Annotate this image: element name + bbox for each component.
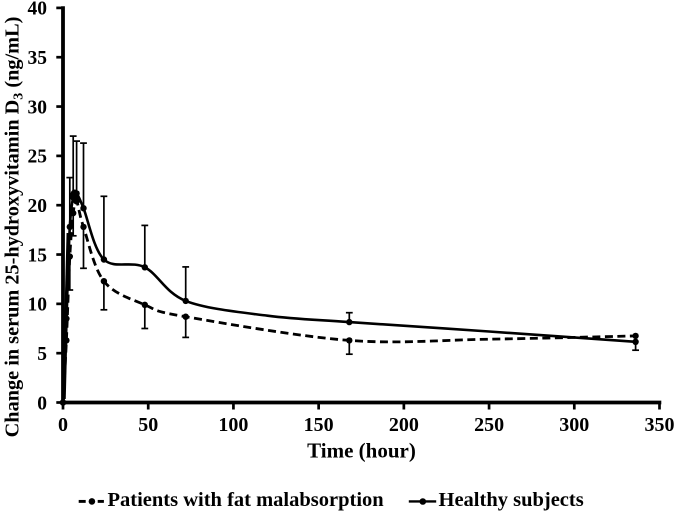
svg-text:100: 100 — [218, 414, 248, 436]
svg-text:Time (hour): Time (hour) — [307, 439, 416, 463]
svg-text:0: 0 — [58, 414, 68, 436]
svg-text:5: 5 — [37, 344, 47, 365]
svg-text:250: 250 — [474, 414, 504, 436]
svg-text:Patients with fat malabsorptio: Patients with fat malabsorption — [108, 489, 385, 511]
svg-text:Change in serum 25-hydroxyvita: Change in serum 25-hydroxyvitamin D3 (ng… — [2, 17, 27, 438]
svg-text:15: 15 — [28, 245, 48, 266]
svg-text:200: 200 — [389, 414, 419, 436]
svg-text:150: 150 — [304, 414, 334, 436]
svg-text:20: 20 — [28, 196, 48, 217]
svg-text:Healthy subjects: Healthy subjects — [439, 489, 584, 511]
svg-text:35: 35 — [28, 48, 48, 69]
svg-text:30: 30 — [28, 97, 48, 118]
svg-text:25: 25 — [28, 147, 48, 168]
svg-text:50: 50 — [138, 414, 158, 436]
svg-text:300: 300 — [559, 414, 589, 436]
svg-text:350: 350 — [645, 414, 675, 436]
svg-text:40: 40 — [28, 0, 48, 20]
svg-text:10: 10 — [28, 295, 48, 316]
svg-text:0: 0 — [37, 393, 47, 414]
